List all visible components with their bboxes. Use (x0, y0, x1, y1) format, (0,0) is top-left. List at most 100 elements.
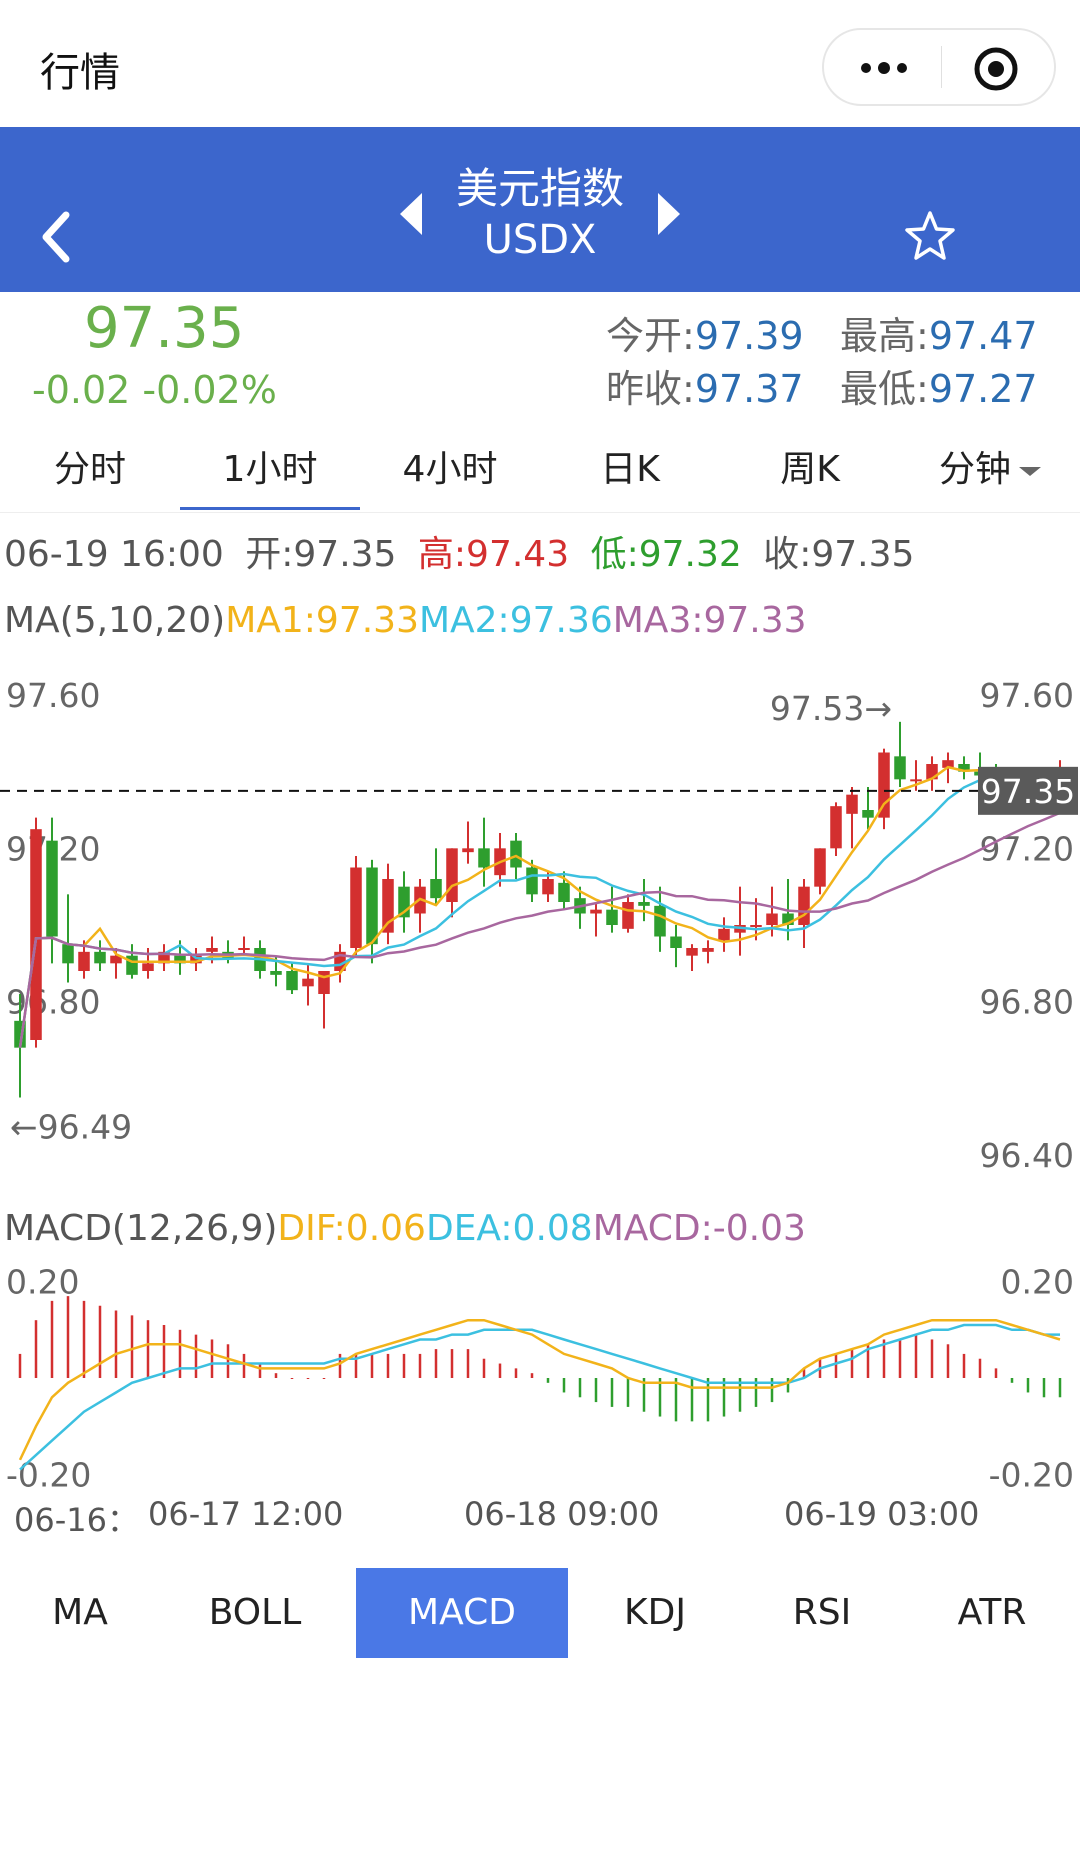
star-icon[interactable] (902, 209, 958, 265)
candle-body (702, 948, 714, 952)
price-change: -0.02 -0.02% (32, 368, 277, 412)
ohlc-readout: 06-19 16:00 开:97.35 高:97.43 低:97.32 收:97… (4, 525, 914, 577)
last-price: 97.35 (84, 296, 245, 361)
candle-body (430, 879, 442, 899)
prev-triangle-icon[interactable] (398, 191, 424, 237)
tab-minutes[interactable]: 分钟 (900, 440, 1080, 512)
candle-body (750, 925, 762, 927)
candle-body (814, 848, 826, 887)
candle-body (190, 955, 202, 964)
tab-4hour[interactable]: 4小时 (402, 449, 498, 490)
min-price-annotation: ←96.49 (10, 1108, 132, 1147)
candle-body (158, 951, 170, 964)
stat-open: 今开:97.39 (606, 305, 804, 360)
current-price-tag (978, 766, 1078, 815)
ohlc-time: 06-19 16:00 (4, 534, 224, 575)
ohlc-high: 高:97.43 (417, 534, 570, 575)
ma3-value: MA3:97.33 (612, 600, 807, 641)
candle-body (782, 913, 794, 925)
tab-fenshi[interactable]: 分时 (53, 449, 126, 490)
candle-body (686, 948, 698, 956)
candle-body (462, 848, 474, 853)
indicator-macd-button[interactable]: MACD (356, 1568, 568, 1658)
candle-body (174, 955, 186, 964)
y-tick-label-left: 97.60 (6, 676, 100, 715)
tab-minutes-label: 分钟 (938, 449, 1011, 490)
indicator-atr-button[interactable]: ATR (957, 1592, 1027, 1633)
indicator-ma-button[interactable]: MA (52, 1592, 108, 1633)
candle-body (46, 840, 58, 937)
more-dots-icon[interactable] (852, 50, 916, 86)
tab-daily[interactable]: 日K (600, 449, 660, 490)
ma1-value: MA1:97.33 (225, 600, 419, 641)
candle-body (638, 902, 650, 906)
candle-body (142, 963, 154, 971)
stat-high-label: 最高: (840, 314, 929, 358)
indicator-rsi-button[interactable]: RSI (792, 1592, 852, 1633)
y-tick-label-right: 97.20 (980, 829, 1074, 868)
tab-divider (0, 512, 1080, 513)
candle-body (942, 760, 954, 768)
ma-readout: MA(5,10,20)MA1:97.33MA2:97.36MA3:97.33 (4, 600, 807, 641)
candle-body (878, 752, 890, 818)
tab-weekly[interactable]: 周K (780, 449, 840, 490)
candle-body (382, 879, 394, 933)
next-triangle-icon[interactable] (656, 191, 682, 237)
stat-low-label: 最低: (840, 367, 929, 411)
stat-low: 最低:97.27 (840, 358, 1038, 413)
candle-body (206, 948, 218, 952)
dif-value: DIF:0.06 (277, 1208, 426, 1249)
candle-body (350, 867, 362, 948)
candle-body (510, 840, 522, 868)
dropdown-caret-icon (1019, 466, 1041, 476)
stat-prev-close-label: 昨收: (606, 367, 695, 411)
candle-body (830, 806, 842, 849)
y-tick-label-right: 97.60 (980, 676, 1074, 715)
stat-high-value: 97.47 (928, 314, 1038, 358)
candle-body (766, 913, 778, 925)
ma2-value: MA2:97.36 (418, 600, 613, 641)
instrument-code: USDX (483, 217, 597, 263)
macd-chart[interactable]: 0.20 -0.20 0.20 -0.20 (0, 1262, 1080, 1494)
candle-body (478, 848, 490, 868)
candle-body (238, 948, 250, 950)
candle-body (558, 882, 570, 902)
dea-line (19, 1323, 1060, 1471)
candle-body (126, 955, 138, 975)
instrument-name: 美元指数 (455, 164, 624, 213)
candle-body (398, 886, 410, 918)
ohlc-close: 收:97.35 (763, 534, 915, 575)
back-chevron-icon[interactable] (36, 207, 76, 267)
stat-prev-close-value: 97.37 (694, 367, 804, 411)
ma2-line (18, 773, 1061, 1048)
candlestick-chart[interactable]: 97.6097.2096.8097.6097.2096.8096.4097.35… (0, 665, 1080, 1195)
macd-value: MACD:-0.03 (592, 1208, 806, 1249)
dea-value: DEA:0.08 (425, 1208, 593, 1249)
candle-body (846, 794, 858, 814)
stat-prev-close: 昨收:97.37 (606, 358, 804, 413)
target-icon[interactable] (969, 42, 1023, 96)
candle-body (862, 810, 874, 818)
y-tick-label-left: 96.80 (6, 983, 100, 1022)
candle-body (446, 848, 458, 902)
indicator-kdj-button[interactable]: KDJ (624, 1592, 686, 1633)
tab-1hour[interactable]: 1小时 (222, 449, 318, 490)
ma1-line (18, 765, 1061, 1048)
app-title: 行情 (40, 50, 120, 96)
stat-open-label: 今开: (606, 314, 695, 358)
candle-body (894, 756, 906, 780)
candle-body (302, 978, 314, 987)
active-tab-indicator (180, 507, 360, 510)
candle-body (110, 955, 122, 964)
ma-label: MA(5,10,20) (4, 600, 226, 641)
candle-body (286, 971, 298, 991)
current-price-label: 97.35 (981, 772, 1075, 811)
y-tick-label-right: 96.80 (980, 983, 1074, 1022)
candle-body (62, 944, 74, 964)
max-price-annotation: 97.53→ (770, 689, 892, 728)
candle-body (334, 951, 346, 971)
stat-high: 最高:97.47 (840, 305, 1038, 360)
indicator-boll-button[interactable]: BOLL (208, 1592, 302, 1633)
candle-body (526, 867, 538, 895)
time-axis: 06-16： 06-17 12:00 06-18 09:00 06-19 03:… (0, 1495, 1080, 1545)
